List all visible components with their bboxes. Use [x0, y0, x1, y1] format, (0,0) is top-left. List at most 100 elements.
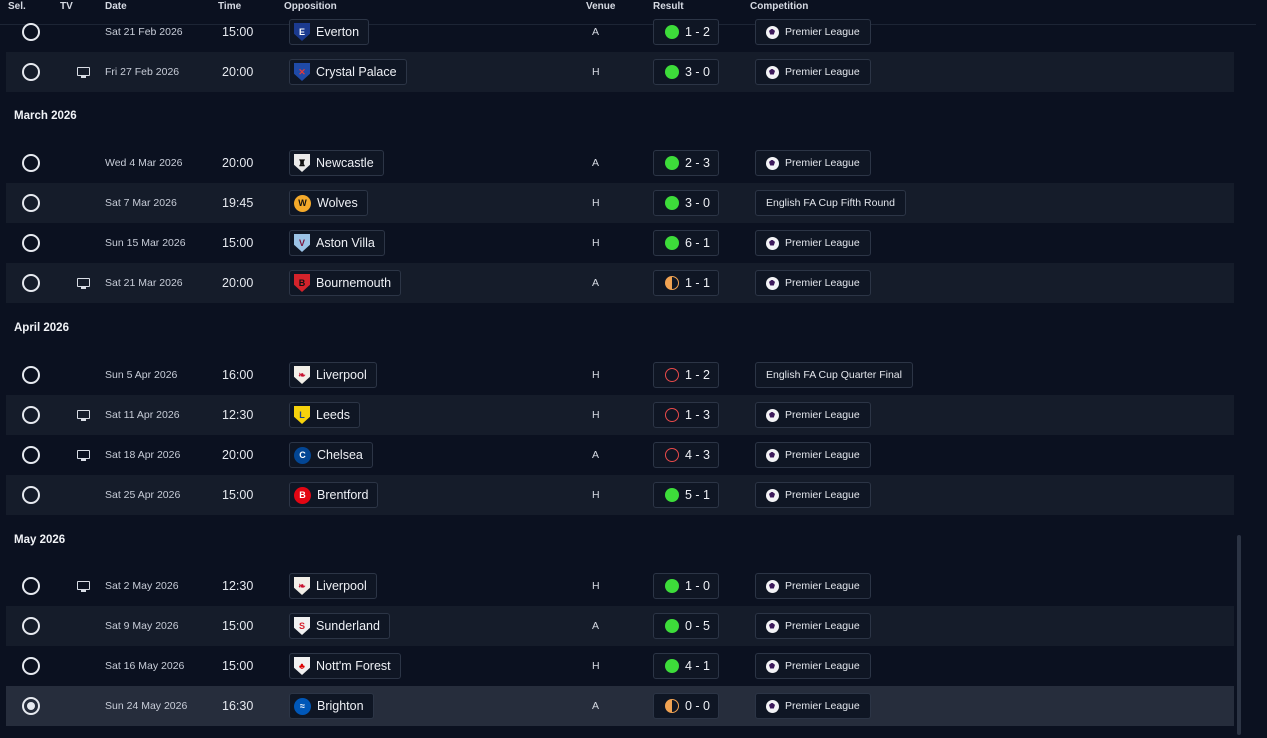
competition-name: Premier League [785, 157, 860, 169]
competition-button[interactable]: Premier League [755, 19, 871, 45]
fixture-venue: A [592, 277, 600, 289]
result-button[interactable]: 1 - 3 [653, 402, 720, 428]
col-competition-header[interactable]: Competition [750, 1, 809, 12]
fixture-row[interactable]: Sat 2 May 2026 12:30 ❧ Liverpool H 1 - 0 Premi… [6, 566, 1234, 606]
result-button[interactable]: 2 - 3 [653, 150, 720, 176]
col-date-header[interactable]: Date [105, 1, 127, 12]
select-radio[interactable] [22, 194, 40, 212]
result-button[interactable]: 0 - 0 [653, 693, 720, 719]
opposition-button[interactable]: ♣ Nott'm Forest [289, 653, 401, 679]
fixture-row[interactable]: Sat 21 Feb 2026 15:00 E Everton A 1 - 2 Premie… [6, 12, 1234, 52]
competition-button[interactable]: Premier League [755, 270, 871, 296]
fixture-venue: H [592, 580, 600, 592]
result-outcome-icon [665, 65, 679, 79]
opposition-button[interactable]: ≈ Brighton [289, 693, 374, 719]
competition-button[interactable]: Premier League [755, 653, 871, 679]
opposition-button[interactable]: ♜ Newcastle [289, 150, 384, 176]
col-sel-header[interactable]: Sel. [8, 1, 26, 12]
competition-button[interactable]: English FA Cup Quarter Final [755, 362, 913, 388]
vertical-scrollbar[interactable] [1237, 535, 1241, 735]
fixture-date: Sat 25 Apr 2026 [105, 489, 181, 501]
select-radio[interactable] [22, 274, 40, 292]
competition-button[interactable]: Premier League [755, 150, 871, 176]
result-button[interactable]: 4 - 1 [653, 653, 720, 679]
fixture-row[interactable]: Sat 9 May 2026 15:00 S Sunderland A 0 - 5 Prem… [6, 606, 1234, 646]
competition-button[interactable]: Premier League [755, 573, 871, 599]
select-radio[interactable] [22, 366, 40, 384]
fixture-row[interactable]: Sat 7 Mar 2026 19:45 W Wolves H 3 - 0 English … [6, 183, 1234, 223]
opposition-button[interactable]: W Wolves [289, 190, 368, 216]
select-radio[interactable] [22, 617, 40, 635]
competition-button[interactable]: Premier League [755, 613, 871, 639]
opposition-button[interactable]: ❧ Liverpool [289, 573, 377, 599]
select-radio[interactable] [22, 697, 40, 715]
competition-button[interactable]: Premier League [755, 59, 871, 85]
competition-button[interactable]: Premier League [755, 442, 871, 468]
select-radio[interactable] [22, 446, 40, 464]
fixture-row[interactable]: Sat 21 Mar 2026 20:00 B Bournemouth A 1 - 1 Pr… [6, 263, 1234, 303]
opposition-button[interactable]: V Aston Villa [289, 230, 385, 256]
opposition-button[interactable]: B Brentford [289, 482, 379, 508]
select-radio[interactable] [22, 406, 40, 424]
bournemouth-crest-icon: B [294, 274, 310, 292]
col-venue-header[interactable]: Venue [586, 1, 616, 12]
result-score: 3 - 0 [685, 65, 711, 79]
chelsea-crest-icon: C [294, 446, 311, 464]
col-opposition-header[interactable]: Opposition [284, 1, 337, 12]
fixture-time: 20:00 [222, 276, 254, 290]
opposition-name: Sunderland [316, 619, 380, 633]
result-button[interactable]: 5 - 1 [653, 482, 720, 508]
result-button[interactable]: 0 - 5 [653, 613, 720, 639]
fixture-venue: H [592, 660, 600, 672]
result-button[interactable]: 4 - 3 [653, 442, 720, 468]
competition-button[interactable]: English FA Cup Fifth Round [755, 190, 906, 216]
opposition-button[interactable]: E Everton [289, 19, 370, 45]
select-radio[interactable] [22, 577, 40, 595]
competition-button[interactable]: Premier League [755, 482, 871, 508]
result-button[interactable]: 1 - 2 [653, 362, 720, 388]
select-radio[interactable] [22, 23, 40, 41]
fixture-venue: A [592, 26, 600, 38]
result-button[interactable]: 3 - 0 [653, 59, 720, 85]
result-button[interactable]: 6 - 1 [653, 230, 720, 256]
result-button[interactable]: 3 - 0 [653, 190, 720, 216]
fixture-row[interactable]: Fri 27 Feb 2026 20:00 ✕ Crystal Palace H 3 - … [6, 52, 1234, 92]
opposition-button[interactable]: ❧ Liverpool [289, 362, 377, 388]
select-radio[interactable] [22, 154, 40, 172]
fixture-row[interactable]: Wed 4 Mar 2026 20:00 ♜ Newcastle A 2 - 3 Premi… [6, 143, 1234, 183]
month-heading: March 2026 [14, 110, 77, 122]
fixture-row[interactable]: Sat 25 Apr 2026 15:00 B Brentford H 5 - 1 Prem… [6, 475, 1234, 515]
select-radio[interactable] [22, 63, 40, 81]
select-radio[interactable] [22, 657, 40, 675]
result-button[interactable]: 1 - 1 [653, 270, 720, 296]
fixture-row[interactable]: Sun 24 May 2026 16:30 ≈ Brighton A 0 - 0 Premi… [6, 686, 1234, 726]
everton-crest-icon: E [294, 23, 310, 41]
fixture-row[interactable]: Sun 5 Apr 2026 16:00 ❧ Liverpool H 1 - 2 Engli… [6, 355, 1234, 395]
competition-button[interactable]: Premier League [755, 693, 871, 719]
select-radio[interactable] [22, 234, 40, 252]
tv-icon [77, 581, 90, 592]
result-outcome-icon [665, 196, 679, 210]
col-time-header[interactable]: Time [218, 1, 242, 12]
result-score: 4 - 3 [685, 448, 711, 462]
opposition-button[interactable]: L Leeds [289, 402, 361, 428]
fixture-row[interactable]: Sat 11 Apr 2026 12:30 L Leeds H 1 - 3 Premier … [6, 395, 1234, 435]
opposition-button[interactable]: B Bournemouth [289, 270, 402, 296]
select-radio[interactable] [22, 486, 40, 504]
opposition-button[interactable]: S Sunderland [289, 613, 390, 639]
result-button[interactable]: 1 - 0 [653, 573, 720, 599]
competition-button[interactable]: Premier League [755, 402, 871, 428]
opposition-name: Nott'm Forest [316, 659, 391, 673]
opposition-button[interactable]: ✕ Crystal Palace [289, 59, 407, 85]
result-button[interactable]: 1 - 2 [653, 19, 720, 45]
col-result-header[interactable]: Result [653, 1, 684, 12]
fixture-row[interactable]: Sun 15 Mar 2026 15:00 V Aston Villa H 6 - 1 Pr… [6, 223, 1234, 263]
month-heading: May 2026 [14, 534, 66, 546]
col-tv-header[interactable]: TV [60, 1, 73, 12]
opposition-button[interactable]: C Chelsea [289, 442, 373, 468]
fixture-row[interactable]: Sat 18 Apr 2026 20:00 C Chelsea A 4 - 3 Premie… [6, 435, 1234, 475]
tv-icon [77, 67, 90, 78]
fixture-date: Sat 11 Apr 2026 [105, 409, 180, 421]
competition-button[interactable]: Premier League [755, 230, 871, 256]
fixture-row[interactable]: Sat 16 May 2026 15:00 ♣ Nott'm Forest H 4 - 1… [6, 646, 1234, 686]
